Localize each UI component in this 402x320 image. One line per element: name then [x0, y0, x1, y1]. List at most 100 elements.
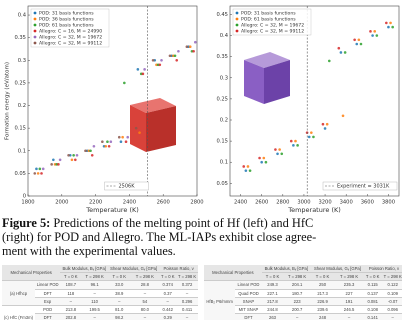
- table-cell: 54: [130, 297, 159, 305]
- table-cell: 0.141: [364, 314, 382, 320]
- scatter-point: [274, 148, 277, 151]
- group-label: (a) Hfhcp: [2, 281, 35, 306]
- table-cell: 0.296: [176, 297, 198, 305]
- legend-marker: [236, 12, 239, 15]
- y-tick-label: 0.15: [216, 139, 228, 145]
- y-tick-label: 0.3: [18, 58, 26, 64]
- group-label: (c) HfC (Fm3m): [2, 305, 35, 320]
- scatter-point: [391, 26, 394, 29]
- row-label: MIT SNAP: [235, 305, 261, 313]
- legend-marker: [236, 24, 239, 27]
- scatter-point: [76, 154, 79, 157]
- data-table: Mechanical PropertiesBulk Modulus, Bᵥ [G…: [2, 265, 198, 320]
- scatter-point: [42, 168, 45, 171]
- table-cell: –: [130, 314, 159, 320]
- scatter-point: [50, 163, 53, 166]
- x-tick-label: 1800: [21, 200, 34, 206]
- page: 18002000220024002600280000.050.10.150.20…: [0, 0, 402, 320]
- scatter-point: [192, 50, 195, 53]
- table-cell: –: [81, 314, 108, 320]
- table-cell: 248: [311, 314, 334, 320]
- legend-label: Allegro: C = 32, M = 19672: [241, 23, 304, 29]
- scatter-point: [93, 145, 96, 148]
- scatter-point: [310, 131, 313, 134]
- x-tick-label: 3400: [340, 200, 353, 206]
- scatter-point: [247, 165, 250, 168]
- row-label: Linear POD: [35, 281, 61, 289]
- table-cell: –: [283, 314, 311, 320]
- table-cell: 0.411: [176, 305, 198, 313]
- scatter-point: [37, 172, 40, 175]
- scatter-point: [389, 22, 392, 25]
- scatter-point: [373, 30, 376, 33]
- caption-line: ment with the experimental values.: [2, 244, 402, 258]
- column-subheader: T = 0 K: [262, 273, 284, 281]
- y-tick-label: 0.05: [14, 171, 26, 177]
- column-header: Shear Modulus, Gᵥ [GPa]: [311, 265, 364, 273]
- scatter-point: [106, 140, 109, 143]
- scatter-point: [276, 152, 279, 155]
- column-subheader: T = 298 K: [130, 273, 159, 281]
- table-cell: –: [176, 314, 198, 320]
- table-cell: 110: [81, 297, 108, 305]
- scatter-point: [67, 154, 70, 157]
- table-cell: 0.442: [159, 305, 176, 313]
- table-cell: 0.374: [159, 281, 176, 289]
- scatter-point: [258, 157, 261, 160]
- y-tick-label: 0.2: [220, 118, 228, 124]
- table-cell: 244.8: [262, 305, 284, 313]
- table-cell: –: [176, 289, 198, 297]
- scatter-point: [52, 159, 55, 162]
- x-tick-label: 2600: [255, 200, 268, 206]
- table-cell: 0.081: [364, 297, 382, 305]
- column-subheader: T = 0 K: [364, 273, 382, 281]
- y-tick-label: 0.2: [18, 103, 26, 109]
- legend-label: POD: 31 basis functions: [39, 11, 94, 17]
- table-cell: 33.0: [108, 281, 130, 289]
- scatter-point: [152, 59, 155, 62]
- table-cell: –: [60, 297, 81, 305]
- table-cell: –: [159, 297, 176, 305]
- scatter-point: [138, 131, 141, 134]
- table-cell: 199.5: [81, 305, 108, 313]
- table-cell: 213.8: [60, 305, 81, 313]
- y-tick-label: 0.1: [18, 148, 26, 154]
- scatter-point: [278, 148, 281, 151]
- table-cell: –: [334, 314, 364, 320]
- scatter-point: [108, 145, 111, 148]
- scatter-point: [353, 38, 356, 41]
- column-header: Poisson Ratio, ν: [364, 265, 402, 273]
- scatter-point: [101, 140, 104, 143]
- annotation-text: 2506K: [119, 184, 136, 190]
- scatter-point: [312, 136, 315, 139]
- column-subheader: T = 0 K: [108, 273, 130, 281]
- scatter-point: [360, 43, 363, 46]
- scatter-point: [169, 54, 172, 57]
- scatter-point: [135, 127, 138, 130]
- scatter-point: [189, 45, 192, 48]
- scatter-point: [387, 26, 390, 29]
- annotation-text: Experiment = 3031K: [337, 184, 390, 190]
- y-axis-label: Formation energy (eV/atom): [5, 62, 11, 140]
- scatter-point: [84, 149, 87, 152]
- table-cell: 250: [311, 281, 334, 289]
- column-header: Mechanical Properties: [2, 265, 60, 281]
- column-subheader: T = 0 K: [159, 273, 176, 281]
- legend-label: Allegro: C = 32, M = 19672: [39, 35, 102, 41]
- table-cell: 217.3: [311, 289, 334, 297]
- table-cell: 227: [334, 289, 364, 297]
- legend-marker: [236, 18, 239, 21]
- scatter-point: [328, 60, 331, 63]
- scatter-point: [263, 157, 266, 160]
- caption-line: Predictions of the melting point of Hf (…: [53, 216, 313, 230]
- x-tick-label: 2800: [276, 200, 289, 206]
- legend-marker: [34, 24, 37, 27]
- column-subheader: T = 0 K: [311, 273, 334, 281]
- scatter-point: [385, 22, 388, 25]
- scatter-point: [91, 154, 94, 157]
- legend-marker: [34, 30, 37, 33]
- scatter-point: [308, 136, 311, 139]
- table-cell: 96.1: [81, 281, 108, 289]
- table-cell: -0.07: [381, 297, 402, 305]
- legend-marker: [34, 36, 37, 39]
